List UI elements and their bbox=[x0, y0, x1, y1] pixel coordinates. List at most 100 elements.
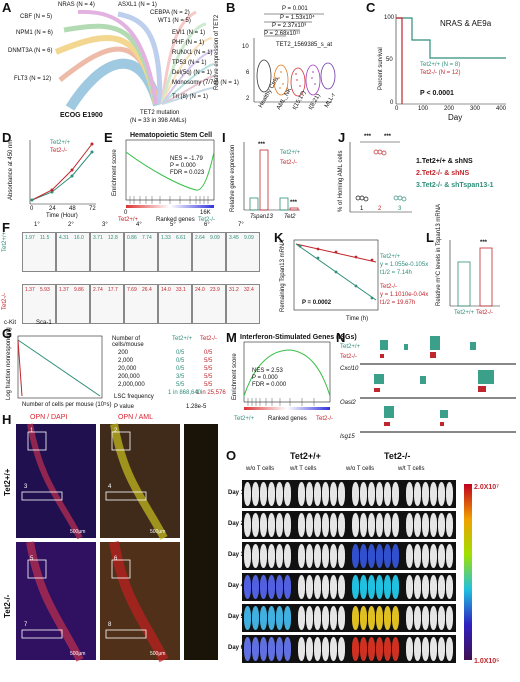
f-round-label: 7° bbox=[238, 222, 244, 228]
o-mouse bbox=[368, 575, 375, 599]
o-mouse bbox=[338, 575, 345, 599]
panel-label-l: L bbox=[426, 230, 434, 245]
o-mouse bbox=[438, 513, 445, 537]
d-xtick-72: 72 bbox=[89, 206, 96, 212]
h-scale-2: 500μm bbox=[150, 529, 166, 535]
o-mouse bbox=[276, 513, 283, 537]
o-mouse bbox=[392, 606, 399, 630]
f-flow-value: 32.4 bbox=[244, 287, 254, 293]
m-right: Tet2-/- bbox=[316, 416, 334, 422]
a-label-evi1: EVI1 (N = 1) bbox=[172, 30, 206, 36]
f-flow-plot: 0.86 7.74 bbox=[124, 232, 158, 272]
a-label-cebpa: CEBPA (N = 2) bbox=[150, 10, 190, 16]
g-header-3: Tet2-/- bbox=[200, 336, 218, 342]
panel-label-b: B bbox=[226, 0, 236, 15]
panel-label-g: G bbox=[2, 326, 13, 341]
k-eq2-a: Tet2-/- bbox=[380, 284, 398, 290]
o-mouse bbox=[406, 575, 413, 599]
i-sig-1: *** bbox=[258, 142, 266, 148]
o-mouse bbox=[414, 637, 421, 661]
f-flow-value: 1.37 bbox=[59, 287, 69, 293]
c-xlabel: Day bbox=[448, 113, 463, 122]
f-flow-value: 17.7 bbox=[108, 287, 118, 293]
e-left: Tet2+/+ bbox=[118, 217, 139, 223]
o-mouse bbox=[422, 606, 429, 630]
o-mouse bbox=[244, 513, 251, 537]
o-mouse bbox=[422, 482, 429, 506]
o-mouse bbox=[244, 575, 251, 599]
g-table-cell: 0/5 bbox=[176, 358, 185, 364]
o-mouse bbox=[368, 544, 375, 568]
g-table-cell: 20,000 bbox=[118, 366, 137, 372]
f-flow-value: 2.74 bbox=[93, 287, 103, 293]
g-lsc-2: 1 in 25,576 bbox=[196, 390, 226, 396]
o-mouse bbox=[368, 513, 375, 537]
f-flow-plot: 1.37 9.86 bbox=[56, 284, 90, 324]
o-mouse bbox=[284, 575, 291, 599]
o-mouse bbox=[252, 637, 259, 661]
o-mouse bbox=[392, 482, 399, 506]
f-y-axis: c-Kit bbox=[4, 320, 16, 326]
h-num-7: 7 bbox=[24, 622, 28, 628]
a-label-monosomy: Monosomy (7/7q) (N = 1) bbox=[172, 80, 239, 86]
g-table-cell: 3/5 bbox=[176, 374, 185, 380]
o-mouse bbox=[244, 606, 251, 630]
o-mouse bbox=[376, 544, 383, 568]
o-mouse bbox=[430, 575, 437, 599]
o-mouse bbox=[298, 637, 305, 661]
o-mouse bbox=[306, 544, 313, 568]
c-title: NRAS & AE9a bbox=[440, 19, 492, 28]
o-scale-min: 1.0X10⁵ bbox=[474, 658, 500, 665]
o-day-label: Day 37 bbox=[228, 552, 248, 558]
o-mouse bbox=[260, 513, 267, 537]
h-zoom-column bbox=[184, 424, 218, 660]
h-num-4: 4 bbox=[108, 484, 112, 490]
o-mouse bbox=[446, 544, 453, 568]
o-mouse bbox=[314, 482, 321, 506]
h-stain-1: OPN / DAPI bbox=[30, 414, 68, 421]
o-mouse bbox=[330, 637, 337, 661]
m-title: Interferon-Stimulated Genes (ISGs) bbox=[240, 334, 357, 341]
f-flow-value: 7.69 bbox=[127, 287, 137, 293]
c-legend-2: Tet2-/- (N = 12) bbox=[420, 70, 461, 76]
panel-label-i: I bbox=[222, 130, 226, 145]
o-mouse bbox=[330, 575, 337, 599]
o-mouse bbox=[252, 544, 259, 568]
f-flow-plot: 7.69 26.4 bbox=[124, 284, 158, 324]
o-mouse bbox=[260, 544, 267, 568]
o-mouse bbox=[268, 513, 275, 537]
f-flow-value: 14.0 bbox=[161, 287, 171, 293]
h-scale-1: 500μm bbox=[70, 529, 86, 535]
o-mouse bbox=[252, 575, 259, 599]
o-mouse bbox=[330, 513, 337, 537]
o-mouse bbox=[392, 575, 399, 599]
f-flow-plot: 3.71 12.8 bbox=[90, 232, 124, 272]
o-group-1: Tet2+/+ bbox=[290, 451, 321, 461]
n-gene-2: Oasl2 bbox=[340, 400, 356, 406]
f-flow-value: 1.33 bbox=[161, 235, 171, 241]
o-day-label: Day 57 bbox=[228, 614, 248, 620]
o-mouse bbox=[252, 482, 259, 506]
o-mouse bbox=[268, 606, 275, 630]
o-mouse bbox=[260, 637, 267, 661]
o-mouse bbox=[314, 575, 321, 599]
a-footer-ecog: ECOG E1900 bbox=[60, 112, 103, 119]
o-mouse bbox=[276, 637, 283, 661]
o-mouse bbox=[360, 513, 367, 537]
b-title: TET2_1569385_s_at bbox=[276, 42, 333, 48]
h-scale-4: 500μm bbox=[150, 651, 166, 657]
a-label-dnmt3a: DNMT3A (N = 6) bbox=[8, 48, 53, 54]
o-mouse bbox=[298, 482, 305, 506]
o-mouse bbox=[298, 544, 305, 568]
panel-f-flow-grid: Tet2+/+ Tet2-/- 1.97 11.5 1° 4.31 16.0 2° 3.71… bbox=[2, 222, 262, 326]
f-flow-plot: 2.64 9.09 bbox=[192, 232, 226, 272]
panel-label-c: C bbox=[366, 0, 376, 15]
f-flow-plot: 4.31 16.0 bbox=[56, 232, 90, 272]
o-mouse bbox=[330, 606, 337, 630]
